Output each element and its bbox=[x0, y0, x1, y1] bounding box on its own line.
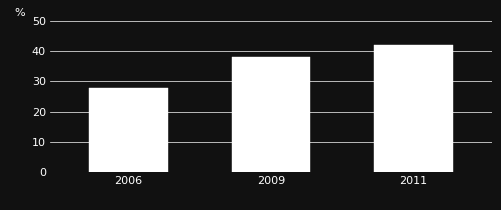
Text: %: % bbox=[15, 8, 26, 18]
Bar bbox=[89, 88, 167, 172]
Bar bbox=[231, 57, 310, 172]
Bar bbox=[374, 45, 452, 172]
